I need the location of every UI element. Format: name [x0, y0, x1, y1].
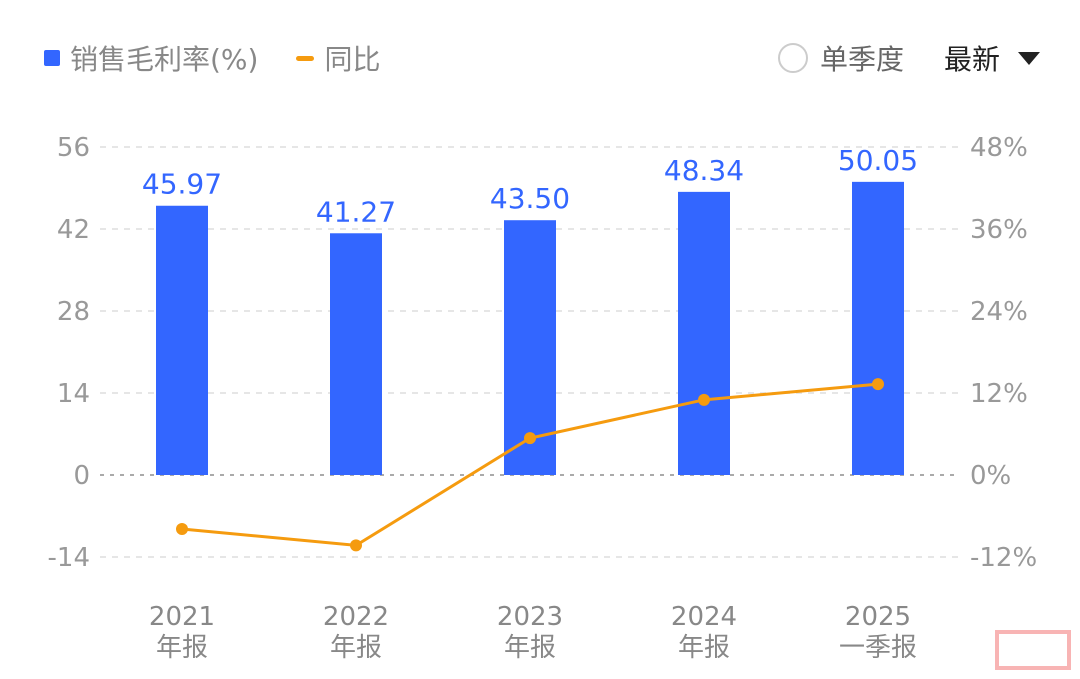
bar-value-label: 41.27 [316, 195, 396, 228]
x-tick-period: 一季报 [839, 633, 917, 663]
x-tick-year: 2021 [149, 602, 215, 632]
yoy-point [176, 522, 188, 535]
left-tick-label: 0 [73, 461, 90, 491]
bar [330, 233, 382, 475]
single-quarter-radio[interactable] [777, 43, 808, 73]
legend: 销售毛利率(%) 同比 [44, 38, 380, 78]
bar-value-label: 45.97 [142, 168, 222, 201]
yoy-point [872, 378, 884, 391]
bar-legend-label: 销售毛利率(%) [70, 43, 259, 76]
x-tick-period: 年报 [504, 633, 556, 663]
yoy-point [698, 393, 710, 406]
right-tick-label: 48% [970, 133, 1028, 163]
right-tick-label: 0% [970, 461, 1011, 491]
watermark-stamp [995, 630, 1071, 670]
bar-value-label: 48.34 [664, 154, 744, 187]
x-tick-period: 年报 [156, 633, 208, 663]
left-tick-label: -14 [48, 543, 90, 573]
line-legend-swatch [296, 55, 315, 61]
bar-legend-swatch [44, 50, 60, 66]
x-tick-year: 2024 [671, 602, 737, 632]
x-tick-year: 2023 [497, 602, 563, 632]
left-tick-label: 28 [57, 297, 90, 327]
chevron-down-icon[interactable] [1018, 51, 1040, 65]
bar [156, 205, 208, 476]
x-tick-year: 2022 [323, 602, 389, 632]
period-dropdown[interactable]: 最新 [943, 43, 1000, 76]
x-tick-period: 年报 [330, 633, 382, 663]
yoy-point [350, 539, 362, 552]
line-legend-label: 同比 [324, 43, 381, 76]
bar [678, 191, 730, 475]
left-tick-label: 56 [57, 133, 90, 163]
yoy-point [524, 432, 536, 445]
bar-value-label: 50.05 [838, 144, 918, 177]
left-tick-label: 42 [57, 215, 90, 245]
right-tick-label: 24% [970, 297, 1028, 327]
left-tick-label: 14 [57, 379, 90, 409]
right-tick-label: -12% [970, 543, 1037, 573]
chart-controls: 单季度 最新 [777, 38, 1040, 78]
bar [852, 181, 904, 475]
right-tick-label: 36% [970, 215, 1028, 245]
x-tick-period: 年报 [678, 633, 730, 663]
right-tick-label: 12% [970, 379, 1028, 409]
bar-value-label: 43.50 [490, 182, 570, 215]
x-tick-year: 2025 [845, 602, 911, 632]
single-quarter-label[interactable]: 单季度 [819, 43, 904, 76]
